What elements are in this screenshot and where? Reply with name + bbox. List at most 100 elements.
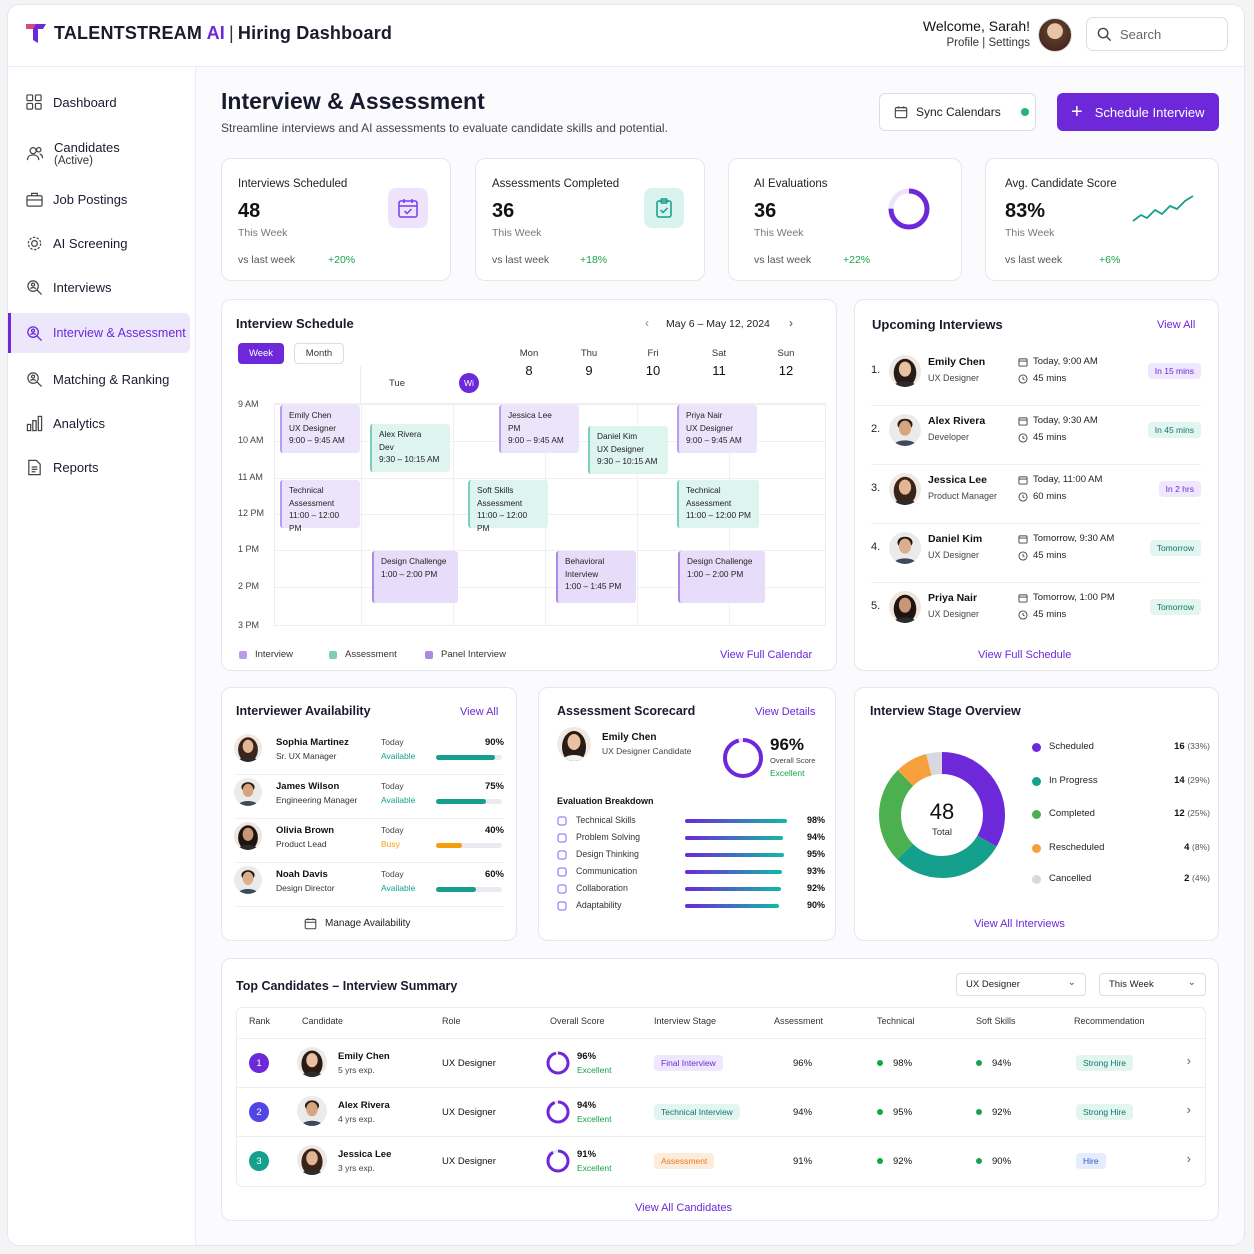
view-full-calendar-link[interactable]: View Full Calendar bbox=[720, 649, 813, 661]
calendar-event[interactable]: Daniel Kim UX Designer 9:30 – 10:15 AM bbox=[588, 426, 668, 474]
chevron-down-icon: ⌄ bbox=[1187, 977, 1196, 988]
calendar-event[interactable]: Priya Nair UX Designer 9:00 – 9:45 AM bbox=[677, 405, 757, 453]
rank-badge: 2 bbox=[249, 1102, 269, 1122]
recommendation-badge: Strong Hire bbox=[1076, 1055, 1133, 1071]
skill-percent: 90% bbox=[806, 900, 825, 910]
recommendation-badge: Hire bbox=[1076, 1153, 1106, 1169]
item-number: 3. bbox=[871, 482, 881, 494]
app-window: TALENTSTREAM AI | Hiring Dashboard Welcome… bbox=[7, 4, 1245, 1246]
calendar-event[interactable]: Technical Assessment 11:00 – 12:00 PM bbox=[677, 480, 759, 528]
skill-icon bbox=[557, 884, 567, 894]
view-all-upcoming-link[interactable]: View All bbox=[1157, 319, 1196, 331]
chevron-right-icon[interactable]: › bbox=[1186, 1102, 1191, 1117]
upcoming-interview-item[interactable]: 5. Priya Nair UX Designer Tomorrow, 1:00 PM… bbox=[871, 586, 1201, 644]
sidebar-item-candidates[interactable]: Candidates (Active) bbox=[8, 131, 190, 175]
item-number: 1. bbox=[871, 364, 881, 376]
table-row[interactable]: 3 Jessica Lee 3 yrs exp. UX Designer 91% Exce… bbox=[237, 1136, 1205, 1184]
day-number: 9 bbox=[585, 363, 593, 378]
manage-availability-button[interactable]: Manage Availability bbox=[304, 917, 410, 930]
prev-week-button[interactable]: ‹ bbox=[645, 316, 649, 330]
interviewer-item[interactable]: Noah Davis Design Director Today Available 6… bbox=[234, 866, 504, 910]
hour-label: 1 PM bbox=[238, 544, 260, 554]
today-badge[interactable]: Wi bbox=[459, 373, 479, 393]
interviewer-item[interactable]: Sophia Martinez Sr. UX Manager Today Availa… bbox=[234, 734, 504, 778]
interview-time: Today, 9:30 AM bbox=[1018, 415, 1098, 426]
evaluation-item: Collaboration 92% bbox=[557, 883, 825, 899]
calendar-event[interactable]: Jessica Lee PM 9:00 – 9:45 AM bbox=[499, 405, 579, 453]
calendar-event[interactable]: Design Challenge 1:00 – 2:00 PM bbox=[372, 551, 458, 603]
sidebar-item-job-postings[interactable]: Job Postings bbox=[8, 179, 190, 219]
chevron-right-icon[interactable]: › bbox=[1186, 1053, 1191, 1068]
upcoming-interview-item[interactable]: 3. Jessica Lee Product Manager Today, 11:00… bbox=[871, 468, 1201, 526]
skill-label: Problem Solving bbox=[576, 832, 641, 842]
upcoming-interview-item[interactable]: 4. Daniel Kim UX Designer Tomorrow, 9:30 AM… bbox=[871, 527, 1201, 585]
stat-label: Assessments Completed bbox=[492, 178, 620, 190]
view-toggle-month[interactable]: Month bbox=[294, 343, 344, 364]
availability-percent: 60% bbox=[484, 869, 504, 880]
recommendation-badge: Strong Hire bbox=[1076, 1104, 1133, 1120]
upcoming-interview-item[interactable]: 2. Alex Rivera Developer Today, 9:30 AM 45 m… bbox=[871, 409, 1201, 467]
column-header: Overall Score bbox=[550, 1016, 605, 1026]
table-row[interactable]: 1 Emily Chen 5 yrs exp. UX Designer 96% Excel… bbox=[237, 1038, 1205, 1086]
profile-settings-links[interactable]: Profile | Settings bbox=[946, 37, 1030, 49]
time-until-badge: In 45 mins bbox=[1147, 422, 1201, 438]
calendar-event[interactable]: Emily Chen UX Designer 9:00 – 9:45 AM bbox=[280, 405, 360, 453]
upcoming-interview-item[interactable]: 1. Emily Chen UX Designer Today, 9:00 AM 45 … bbox=[871, 350, 1201, 408]
sidebar-item-matching-ranking[interactable]: Matching & Ranking bbox=[8, 359, 190, 399]
interviewer-item[interactable]: James Wilson Engineering Manager Today Avai… bbox=[234, 778, 504, 822]
calendar-event[interactable]: Design Challenge 1:00 – 2:00 PM bbox=[678, 551, 765, 603]
scorecard-title: Assessment Scorecard bbox=[557, 704, 696, 718]
sidebar-item-dashboard[interactable]: Dashboard bbox=[8, 82, 190, 122]
skill-label: Design Thinking bbox=[576, 849, 639, 859]
schedule-interview-button[interactable]: + Schedule Interview bbox=[1057, 93, 1219, 131]
view-all-interviews-link[interactable]: View All Interviews bbox=[974, 918, 1065, 930]
day-name: Sun bbox=[777, 348, 795, 359]
column-header: Technical bbox=[877, 1016, 915, 1026]
candidate-avatar bbox=[889, 591, 921, 623]
calendar-event[interactable]: Soft Skills Assessment 11:00 – 12:00 PM bbox=[468, 480, 548, 533]
interview-time: Today, 11:00 AM bbox=[1018, 474, 1102, 485]
stage-legend-item: Cancelled 2 (4%) bbox=[1032, 872, 1210, 888]
sidebar-item-interview-assessment[interactable]: Interview & Assessment bbox=[8, 313, 190, 353]
view-all-candidates-link[interactable]: View All Candidates bbox=[635, 1202, 733, 1214]
availability-percent: 90% bbox=[484, 737, 504, 748]
calendar-icon bbox=[1018, 357, 1028, 367]
skill-bar bbox=[685, 853, 784, 857]
view-details-link[interactable]: View Details bbox=[755, 706, 816, 718]
sidebar-item-reports[interactable]: Reports bbox=[8, 447, 190, 487]
stage-legend-item: Scheduled 16 (33%) bbox=[1032, 740, 1210, 756]
sync-calendars-button[interactable]: Sync Calendars bbox=[879, 93, 1036, 131]
interviewer-item[interactable]: Olivia Brown Product Lead Today Busy 40% bbox=[234, 822, 504, 866]
availability-percent: 40% bbox=[484, 825, 504, 836]
skill-bar bbox=[685, 819, 787, 823]
view-full-schedule-link[interactable]: View Full Schedule bbox=[978, 649, 1072, 661]
calendar-event[interactable]: Alex Rivera Dev 9:30 – 10:15 AM bbox=[370, 424, 450, 472]
sidebar-item-interviews[interactable]: Interviews bbox=[8, 267, 190, 307]
calendar-event[interactable]: Technical Assessment 11:00 – 12:00 PM bbox=[280, 480, 360, 533]
candidate-avatar bbox=[297, 1047, 327, 1077]
sidebar-item-ai-screening[interactable]: AI Screening bbox=[8, 223, 190, 263]
calendar-icon bbox=[1018, 534, 1028, 544]
score-ring bbox=[546, 1149, 570, 1173]
brand-logo[interactable]: TALENTSTREAM AI | Hiring Dashboard bbox=[24, 21, 392, 45]
next-week-button[interactable]: › bbox=[789, 316, 793, 330]
skill-label: Adaptability bbox=[576, 900, 622, 910]
view-all-availability-link[interactable]: View All bbox=[460, 706, 499, 718]
search-input[interactable]: Search bbox=[1086, 17, 1228, 51]
period-filter-select[interactable]: This Week ⌄ bbox=[1099, 973, 1206, 996]
table-row[interactable]: 2 Alex Rivera 4 yrs exp. UX Designer 94% Exce… bbox=[237, 1087, 1205, 1135]
calendar-icon bbox=[1018, 416, 1028, 426]
chevron-right-icon[interactable]: › bbox=[1186, 1151, 1191, 1166]
sidebar-item-analytics[interactable]: Analytics bbox=[8, 403, 190, 443]
stat-card-assessments: Assessments Completed 36 This Week vs la… bbox=[475, 158, 705, 281]
view-toggle-week[interactable]: Week bbox=[238, 343, 284, 364]
interview-duration: 45 mins bbox=[1018, 373, 1066, 384]
role-filter-select[interactable]: UX Designer ⌄ bbox=[956, 973, 1086, 996]
user-avatar[interactable] bbox=[1038, 18, 1072, 52]
hour-label: 11 AM bbox=[238, 472, 263, 482]
calendar-event[interactable]: Behavioral Interview 1:00 – 1:45 PM bbox=[556, 551, 636, 603]
interview-time: Today, 9:00 AM bbox=[1018, 356, 1098, 367]
bar-chart-icon bbox=[26, 415, 43, 431]
interviewer-avatar bbox=[234, 822, 262, 850]
sync-label: Sync Calendars bbox=[916, 105, 1001, 119]
